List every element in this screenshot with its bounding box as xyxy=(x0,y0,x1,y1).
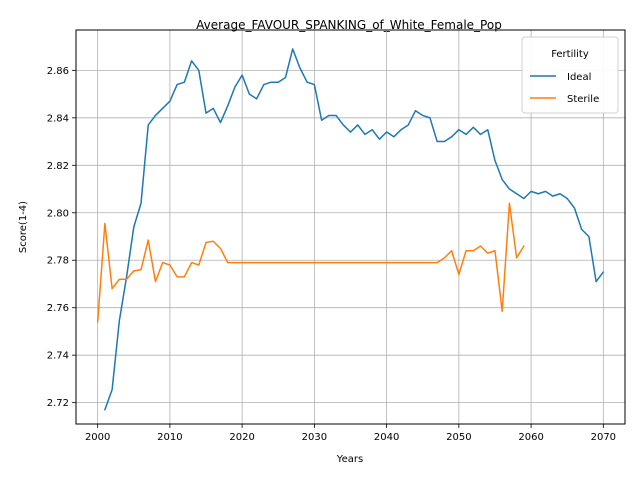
y-tick-label: 2.72 xyxy=(47,398,69,409)
x-tick-label: 2070 xyxy=(591,432,616,443)
y-tick-label: 2.86 xyxy=(47,66,69,77)
x-tick-label: 2010 xyxy=(157,432,182,443)
y-axis: 2.72 2.74 2.76 2.78 2.80 2.82 2.84 2.86 xyxy=(47,66,76,409)
legend-entry-sterile: Sterile xyxy=(530,94,599,105)
legend-title: Fertility xyxy=(551,49,589,60)
y-axis-label: Score(1-4) xyxy=(18,201,29,253)
x-tick-label: 2060 xyxy=(518,432,543,443)
y-tick-label: 2.78 xyxy=(47,256,69,267)
x-tick-label: 2050 xyxy=(446,432,471,443)
x-tick-label: 2020 xyxy=(229,432,254,443)
legend-box xyxy=(521,36,619,114)
y-tick-label: 2.82 xyxy=(47,161,69,172)
series-layer xyxy=(96,48,605,411)
series-line-ideal xyxy=(104,48,605,411)
chart-title: Average_FAVOUR_SPANKING_of_White_Female_… xyxy=(196,18,502,32)
y-tick-label: 2.80 xyxy=(47,208,69,219)
legend-label-sterile: Sterile xyxy=(567,94,599,105)
legend-label-ideal: Ideal xyxy=(567,72,591,83)
y-tick-label: 2.84 xyxy=(47,113,69,124)
x-tick-label: 2040 xyxy=(374,432,399,443)
x-tick-label: 2000 xyxy=(85,432,110,443)
legend-entry-ideal: Ideal xyxy=(530,72,591,83)
x-axis: 2000 2010 2020 2030 2040 2050 2060 2070 xyxy=(85,424,616,443)
y-tick-label: 2.74 xyxy=(47,351,69,362)
legend: Fertility Ideal Sterile xyxy=(521,36,619,114)
plot-frame xyxy=(75,29,626,425)
x-tick-label: 2030 xyxy=(302,432,327,443)
x-axis-label: Years xyxy=(336,454,363,465)
series-line-sterile xyxy=(96,202,525,323)
y-tick-label: 2.76 xyxy=(47,303,69,314)
